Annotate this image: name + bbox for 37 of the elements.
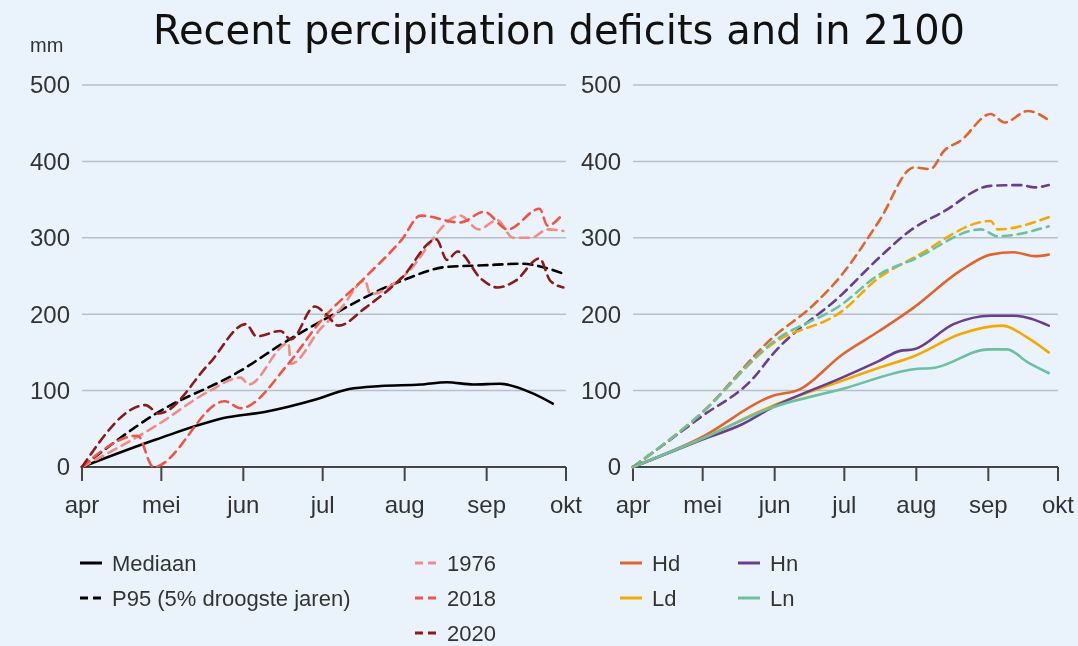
legend-label: Ln (770, 585, 795, 611)
y-tick-label: 500 (580, 71, 621, 99)
x-tick-label: mei (142, 491, 181, 518)
y-tick-label: 400 (580, 147, 621, 175)
x-tick-label: apr (64, 491, 100, 518)
y-tick-label: 300 (29, 224, 70, 252)
y-tick-label: 300 (580, 224, 621, 252)
y-tick-label: 100 (580, 377, 621, 404)
legend-label: Ld (652, 585, 677, 611)
x-tick-label: sep (968, 491, 1008, 518)
x-tick-label: jul (831, 491, 857, 518)
y-tick-label: 0 (607, 453, 621, 481)
legend-label: Hd (652, 550, 681, 576)
x-tick-label: mei (683, 491, 723, 518)
legend-label: Mediaan (112, 550, 197, 576)
legend-label: Hn (770, 550, 799, 576)
y-tick-label: 200 (29, 300, 70, 328)
x-tick-label: apr (615, 491, 651, 518)
y-tick-label: 200 (580, 300, 621, 328)
x-tick-label: okt (1041, 491, 1075, 518)
y-tick-label: 500 (29, 71, 70, 99)
legend-label: P95 (5% droogste jaren) (112, 585, 351, 611)
x-tick-label: okt (549, 491, 583, 518)
y-axis-title: mm (30, 34, 64, 56)
y-tick-label: 100 (29, 377, 70, 404)
x-tick-label: jun (757, 491, 791, 518)
y-tick-label: 400 (29, 147, 70, 175)
y-tick-label: 0 (56, 453, 70, 481)
legend-label: 1976 (447, 550, 496, 576)
x-tick-label: aug (384, 491, 425, 518)
x-tick-label: jul (309, 491, 335, 518)
chart-title: Recent percipitation deficits and in 2100 (152, 7, 966, 53)
x-tick-label: sep (467, 491, 507, 518)
x-tick-label: jun (226, 491, 260, 518)
x-tick-label: aug (896, 491, 937, 518)
legend-label: 2018 (447, 585, 496, 611)
legend-label: 2020 (447, 620, 496, 646)
